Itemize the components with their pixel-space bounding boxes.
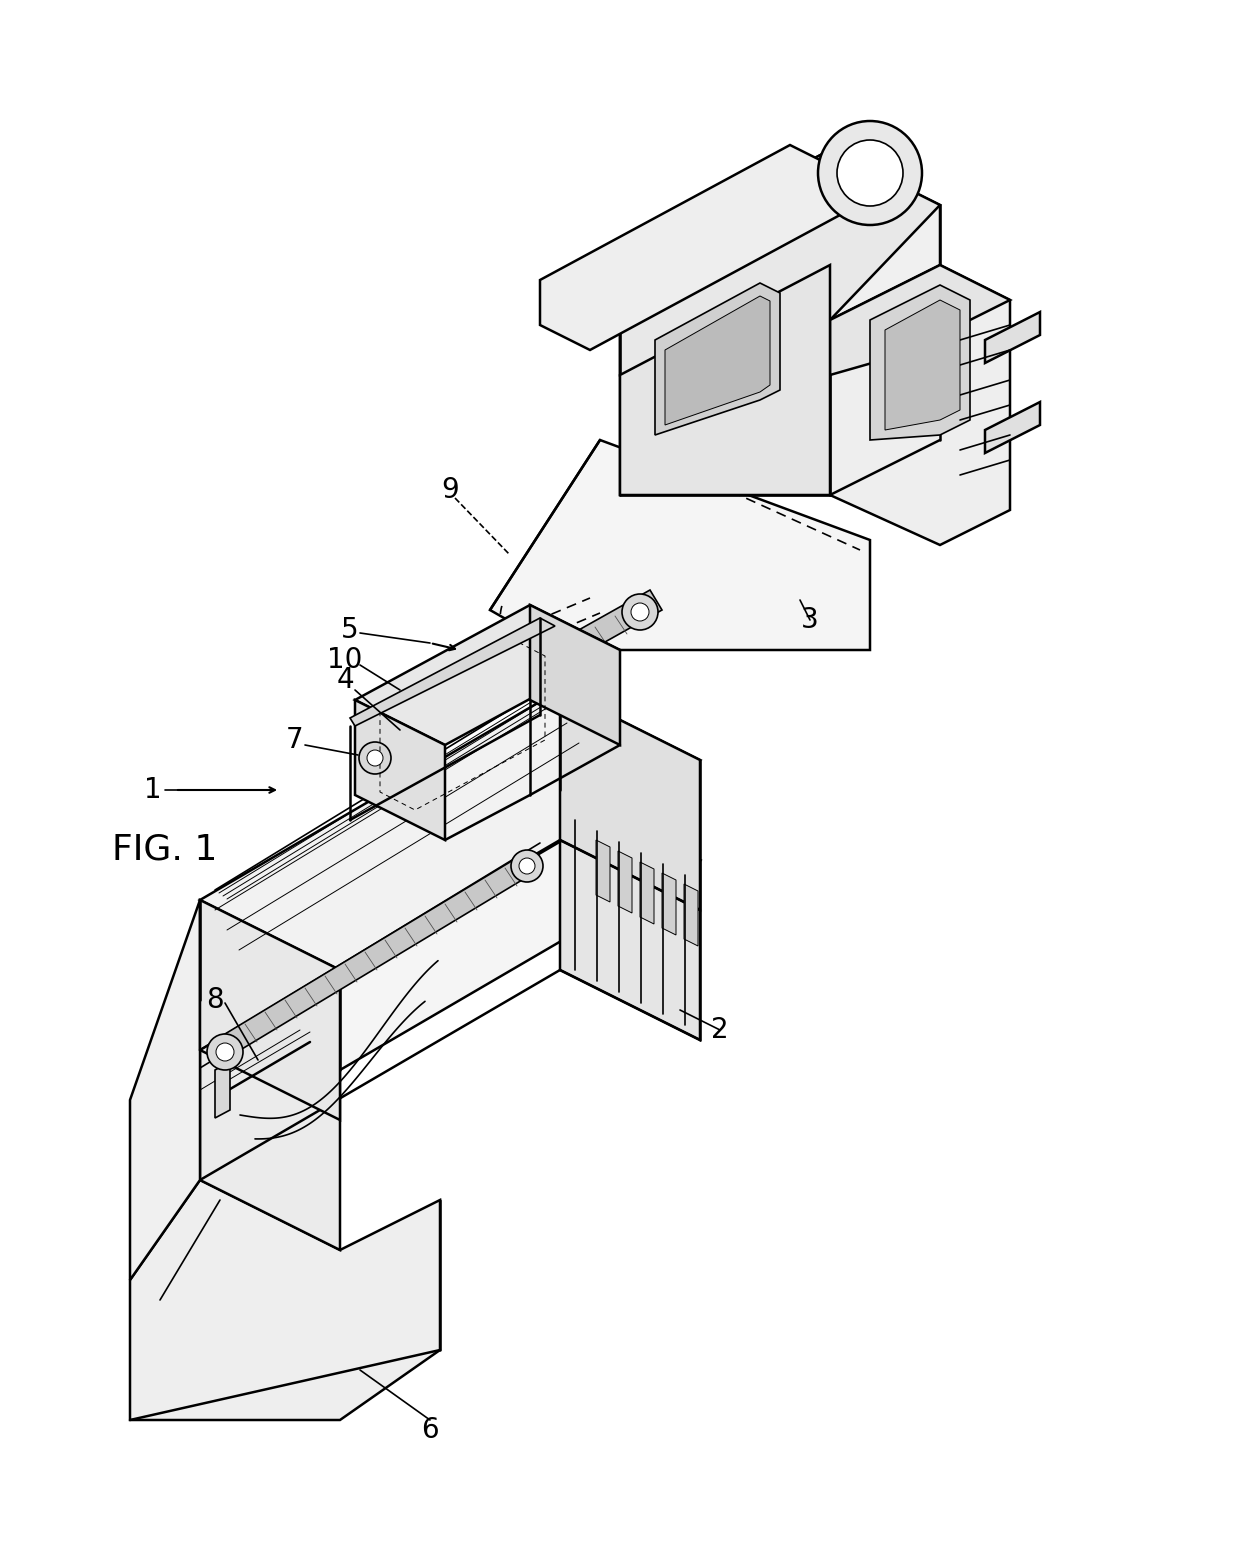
Circle shape — [511, 849, 543, 882]
Polygon shape — [665, 295, 770, 425]
Polygon shape — [130, 900, 200, 1279]
Polygon shape — [560, 690, 701, 910]
Circle shape — [207, 1033, 243, 1071]
Circle shape — [818, 121, 923, 224]
Polygon shape — [350, 617, 556, 726]
Polygon shape — [215, 855, 532, 1058]
Polygon shape — [655, 283, 780, 435]
Circle shape — [216, 1043, 234, 1061]
Polygon shape — [640, 862, 653, 924]
Circle shape — [367, 750, 383, 766]
Polygon shape — [830, 265, 1011, 374]
Polygon shape — [596, 840, 610, 902]
Polygon shape — [539, 145, 839, 350]
Polygon shape — [130, 1180, 440, 1420]
Circle shape — [837, 139, 903, 206]
Polygon shape — [355, 605, 620, 746]
Text: 8: 8 — [206, 985, 223, 1013]
Text: 9: 9 — [441, 476, 459, 504]
Polygon shape — [985, 312, 1040, 364]
Circle shape — [360, 743, 391, 774]
Polygon shape — [200, 999, 340, 1250]
Text: 2: 2 — [712, 1016, 729, 1044]
Polygon shape — [365, 589, 662, 770]
Polygon shape — [529, 605, 620, 746]
Polygon shape — [684, 883, 698, 947]
Polygon shape — [200, 900, 340, 1120]
Circle shape — [631, 603, 649, 620]
Polygon shape — [215, 1061, 229, 1118]
Polygon shape — [830, 265, 1011, 545]
Text: 4: 4 — [336, 667, 353, 695]
Polygon shape — [200, 791, 701, 1071]
Text: 7: 7 — [286, 726, 304, 753]
Polygon shape — [662, 873, 676, 934]
Polygon shape — [618, 851, 632, 913]
Polygon shape — [200, 690, 701, 970]
Circle shape — [622, 594, 658, 630]
Polygon shape — [355, 699, 445, 840]
Text: 5: 5 — [341, 616, 358, 644]
Polygon shape — [870, 285, 970, 439]
Text: 3: 3 — [801, 606, 818, 634]
Polygon shape — [885, 300, 960, 430]
Polygon shape — [620, 265, 830, 495]
Polygon shape — [985, 402, 1040, 453]
Text: 1: 1 — [144, 777, 161, 804]
Polygon shape — [560, 791, 701, 1040]
Polygon shape — [490, 439, 870, 650]
Polygon shape — [620, 150, 940, 374]
Text: FIG. 1: FIG. 1 — [112, 832, 217, 866]
Polygon shape — [620, 150, 940, 495]
Text: 10: 10 — [327, 647, 362, 674]
Text: 6: 6 — [422, 1416, 439, 1443]
Circle shape — [520, 859, 534, 874]
